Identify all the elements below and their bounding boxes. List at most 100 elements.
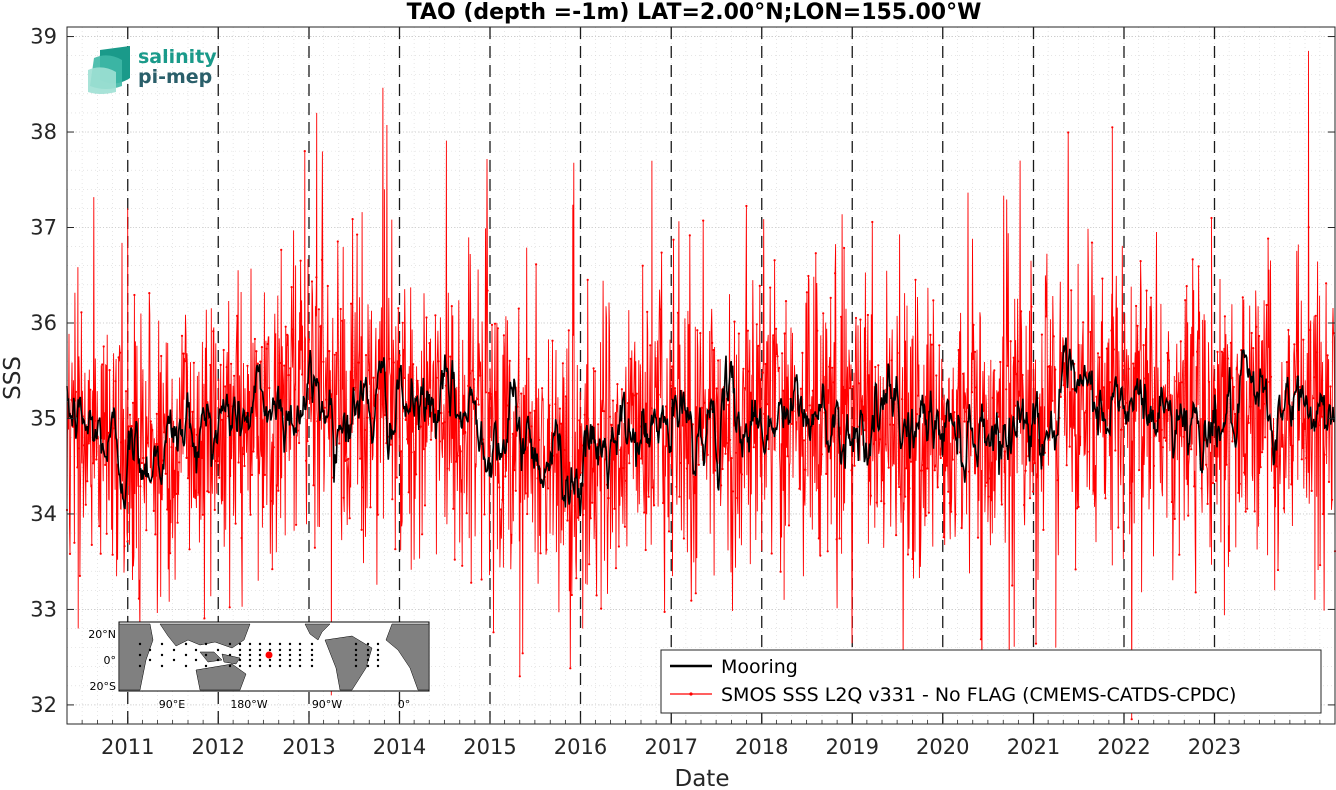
smos-point	[1095, 395, 1098, 398]
smos-point	[1309, 328, 1312, 332]
smos-point	[480, 578, 483, 581]
inset-mooring-dot	[248, 648, 252, 652]
smos-point	[997, 415, 1000, 418]
smos-point	[877, 364, 880, 367]
smos-point	[419, 425, 422, 428]
smos-point	[572, 333, 575, 336]
smos-point	[663, 610, 666, 614]
smos-point	[1290, 483, 1293, 486]
smos-point	[1178, 553, 1181, 556]
smos-point	[1144, 377, 1147, 380]
smos-point	[1167, 359, 1170, 362]
inset-mooring-dot	[238, 642, 242, 646]
smos-point	[111, 553, 114, 556]
smos-point	[764, 362, 767, 366]
smos-point	[746, 329, 750, 332]
smos-point	[679, 461, 683, 465]
smos-point	[233, 374, 236, 377]
smos-point	[991, 396, 994, 399]
smos-point	[1127, 367, 1130, 370]
smos-point	[140, 461, 143, 465]
smos-point	[1014, 404, 1017, 407]
smos-point	[872, 442, 875, 445]
smos-point	[554, 403, 557, 406]
smos-point	[1082, 321, 1085, 324]
smos-point	[851, 385, 855, 388]
smos-point	[1083, 411, 1086, 414]
smos-point	[743, 387, 747, 390]
smos-point	[927, 511, 931, 514]
smos-point	[323, 406, 326, 409]
smos-point	[1130, 718, 1133, 721]
smos-point	[962, 372, 965, 375]
smos-point	[929, 333, 932, 336]
inset-mooring-dot	[160, 642, 164, 646]
inset-mooring-dot	[376, 658, 380, 662]
smos-point	[1175, 380, 1178, 383]
smos-point	[1164, 439, 1167, 442]
smos-point	[548, 404, 551, 407]
smos-point	[483, 513, 486, 516]
smos-point	[708, 417, 711, 420]
smos-point	[1090, 241, 1094, 244]
smos-point	[731, 490, 735, 493]
y-tick-label: 37	[30, 216, 57, 240]
smos-point	[166, 508, 169, 511]
smos-point	[1045, 315, 1048, 318]
smos-point	[600, 607, 603, 610]
smos-point	[176, 521, 179, 524]
smos-point	[1241, 296, 1244, 299]
smos-point	[951, 458, 954, 461]
smos-point	[212, 330, 215, 333]
smos-point	[201, 513, 204, 516]
smos-point	[423, 504, 427, 507]
smos-point	[1070, 289, 1073, 292]
smos-point	[890, 359, 893, 362]
inset-mooring-dot	[248, 642, 252, 646]
inset-mooring-dot	[354, 664, 358, 668]
smos-point	[458, 420, 461, 423]
smos-point	[963, 420, 966, 423]
inset-mooring-dot	[354, 653, 358, 657]
smos-point	[560, 422, 563, 425]
smos-point	[660, 251, 663, 254]
smos-point	[329, 416, 332, 419]
smos-point	[1172, 512, 1175, 515]
smos-point	[557, 460, 560, 463]
inset-mooring-dot	[366, 658, 370, 662]
smos-point	[465, 512, 468, 515]
smos-point	[965, 410, 968, 413]
smos-point	[999, 360, 1002, 364]
smos-point	[1319, 564, 1322, 567]
smos-point	[802, 439, 806, 442]
smos-point	[545, 548, 548, 551]
smos-point	[1322, 512, 1325, 516]
smos-point	[1261, 451, 1264, 454]
smos-point	[659, 308, 662, 311]
smos-point	[510, 533, 513, 536]
smos-point	[622, 467, 625, 470]
smos-point	[378, 387, 381, 390]
smos-point	[186, 477, 190, 480]
smos-point	[881, 479, 884, 482]
smos-point	[1244, 510, 1247, 513]
smos-point	[260, 346, 263, 349]
smos-point	[688, 234, 691, 237]
smos-point	[819, 554, 822, 557]
smos-point	[364, 354, 368, 357]
smos-point	[397, 307, 400, 310]
smos-point	[317, 308, 320, 311]
smos-point	[128, 413, 132, 416]
smos-point	[923, 463, 926, 466]
smos-point	[359, 457, 362, 460]
smos-point	[1185, 285, 1188, 288]
smos-point	[1005, 388, 1008, 391]
smos-point	[878, 438, 881, 441]
smos-point	[149, 420, 152, 423]
smos-point	[529, 411, 532, 414]
smos-point	[438, 440, 441, 443]
smos-point	[967, 470, 971, 473]
smos-point	[1190, 448, 1193, 451]
smos-point	[1276, 568, 1280, 572]
